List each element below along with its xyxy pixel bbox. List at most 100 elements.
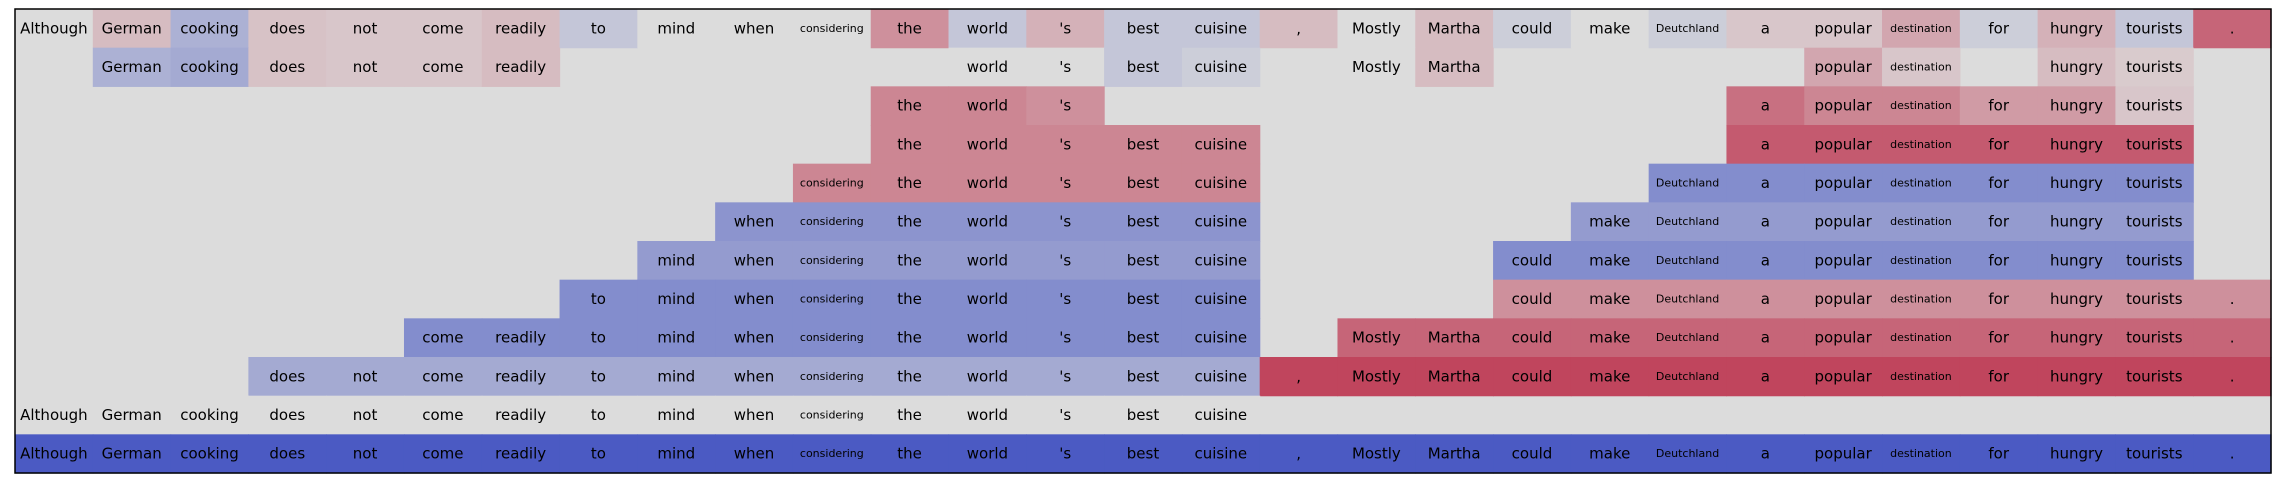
heatmap-cell [948, 357, 1027, 397]
heatmap-cell [792, 241, 872, 281]
heatmap-cell [2037, 318, 2117, 358]
token-label: . [2230, 367, 2235, 385]
token-label: when [734, 19, 775, 37]
heatmap-cell [1726, 357, 1805, 397]
heatmap-cell [481, 395, 561, 435]
heatmap-cell [1959, 86, 2039, 126]
token-label: not [353, 445, 378, 463]
token-label: to [591, 329, 606, 347]
token-label: when [734, 290, 775, 308]
token-label: for [1988, 329, 2009, 347]
token-label: popular [1815, 58, 1873, 76]
token-label: popular [1815, 290, 1873, 308]
heatmap-cell [1181, 395, 1261, 435]
heatmap-cell [559, 434, 638, 474]
heatmap-cell [637, 357, 716, 397]
heatmap-cell [92, 9, 172, 49]
heatmap-cell [1181, 279, 1261, 319]
heatmap-cell [948, 9, 1027, 49]
token-label: Mostly [1352, 367, 1401, 385]
token-label: readily [495, 19, 546, 37]
heatmap-cell [870, 434, 950, 474]
heatmap-cell [870, 241, 950, 281]
heatmap-cell [870, 318, 950, 358]
token-label: world [967, 329, 1008, 347]
token-label: not [353, 367, 378, 385]
token-label: when [734, 406, 775, 424]
heatmap-cell [1882, 434, 1961, 474]
token-label: the [897, 367, 922, 385]
heatmap-cell [559, 395, 638, 435]
heatmap-cell [248, 434, 327, 474]
heatmap-cell [715, 202, 794, 242]
token-label: hungry [2050, 19, 2103, 37]
heatmap-cell [792, 357, 872, 397]
token-label: 's [1059, 367, 1071, 385]
token-label: hungry [2050, 329, 2103, 347]
token-label: world [967, 135, 1008, 153]
token-label: does [269, 367, 305, 385]
heatmap-cell [248, 395, 327, 435]
token-label: considering [800, 293, 864, 306]
heatmap-cell [1882, 9, 1961, 49]
heatmap-cell [948, 395, 1027, 435]
token-label: hungry [2050, 290, 2103, 308]
token-label: best [1127, 406, 1160, 424]
token-label: hungry [2050, 135, 2103, 153]
heatmap-cell [1570, 241, 1650, 281]
heatmap-cell [1882, 279, 1961, 319]
token-label: make [1589, 445, 1630, 463]
heatmap-cell [948, 163, 1027, 203]
heatmap-cell [1648, 318, 1728, 358]
token-label: destination [1890, 447, 1952, 460]
token-label: Mostly [1352, 58, 1401, 76]
token-label: Martha [1428, 329, 1481, 347]
token-label: tourists [2126, 19, 2183, 37]
heatmap-cell [403, 47, 483, 87]
heatmap-cell [15, 395, 94, 435]
heatmap-cell [559, 279, 638, 319]
token-label: world [967, 406, 1008, 424]
token-label: a [1761, 135, 1770, 153]
heatmap-cell [1337, 9, 1416, 49]
token-label: a [1761, 213, 1770, 231]
heatmap-cell [2115, 9, 2194, 49]
token-label: not [353, 406, 378, 424]
token-label: popular [1815, 97, 1873, 115]
token-label: mind [657, 406, 695, 424]
heatmap-cell [1882, 241, 1961, 281]
heatmap-cell [1726, 279, 1805, 319]
heatmap-cell [948, 279, 1027, 319]
label-layer: Although German cooking does not come readily t… [20, 19, 2234, 462]
heatmap-cell [792, 434, 872, 474]
token-label: tourists [2126, 290, 2183, 308]
heatmap-cell [170, 434, 249, 474]
token-label: cuisine [1194, 367, 1247, 385]
heatmap-cell [870, 163, 950, 203]
token-label: destination [1890, 99, 1952, 112]
heatmap-cell [170, 395, 249, 435]
heatmap-cell [948, 47, 1027, 87]
token-label: a [1761, 97, 1770, 115]
token-label: 's [1059, 445, 1071, 463]
heatmap-cell [1570, 202, 1650, 242]
heatmap-cell [1726, 9, 1805, 49]
heatmap-cell [1648, 9, 1728, 49]
heatmap-cell [1493, 9, 1572, 49]
token-label: tourists [2126, 329, 2183, 347]
token-label: 's [1059, 58, 1071, 76]
heatmap-cell [1959, 357, 2039, 397]
token-label: cuisine [1194, 251, 1247, 269]
token-label: best [1127, 290, 1160, 308]
token-label: cuisine [1194, 445, 1247, 463]
heatmap-cell [1726, 434, 1805, 474]
heatmap-cell [715, 395, 794, 435]
token-label: tourists [2126, 213, 2183, 231]
heatmap-cell [1104, 47, 1183, 87]
token-label: could [1512, 19, 1553, 37]
token-label: could [1512, 445, 1553, 463]
heatmap-cell [2037, 86, 2117, 126]
token-label: considering [800, 177, 864, 190]
heatmap-cell [1415, 9, 1494, 49]
token-label: for [1988, 97, 2009, 115]
